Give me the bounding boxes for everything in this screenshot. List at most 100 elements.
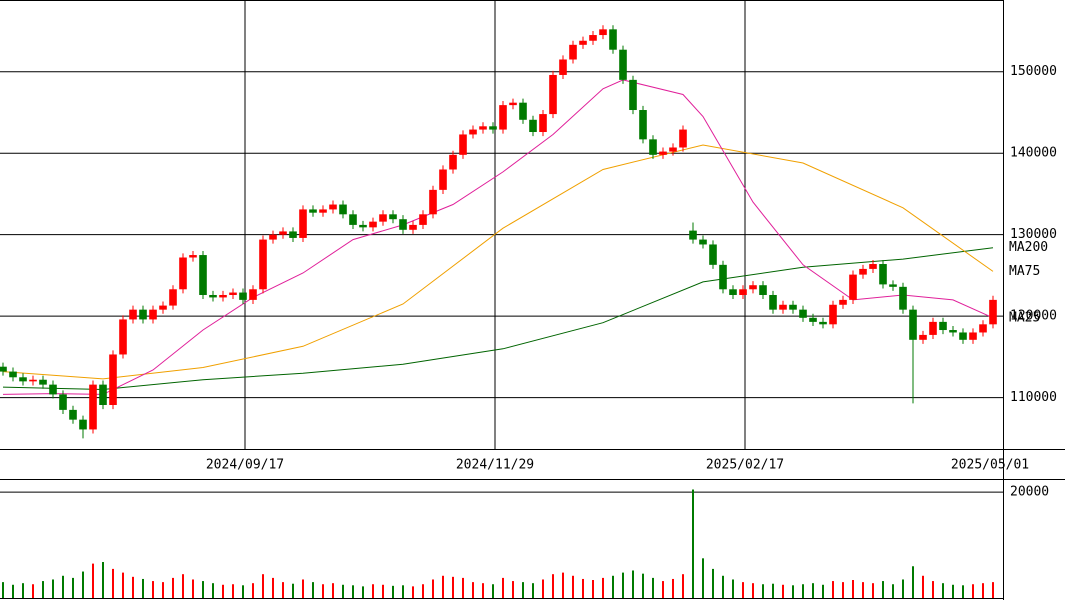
candle-body <box>119 319 127 355</box>
volume-bar <box>702 558 704 598</box>
volume-bar <box>812 583 814 598</box>
candle-body <box>959 332 967 340</box>
candle-body <box>829 304 837 325</box>
candle-body <box>789 304 797 310</box>
candle-body <box>279 231 287 235</box>
volume-bar <box>972 584 974 598</box>
volume-bar <box>372 584 374 598</box>
legend-label: MA75 <box>1009 264 1040 279</box>
volume-bar <box>542 579 544 598</box>
volume-bar <box>402 585 404 598</box>
volume-bar <box>962 585 964 598</box>
candle-body <box>369 221 377 228</box>
y-tick-label: 140000 <box>1010 146 1057 161</box>
volume-bar <box>582 578 584 598</box>
candle-body <box>819 321 827 325</box>
volume-bar <box>362 586 364 598</box>
volume-bar <box>472 582 474 598</box>
volume-bar <box>902 579 904 598</box>
volume-bar <box>862 582 864 598</box>
volume-bar <box>262 574 264 598</box>
volume-bar <box>622 572 624 598</box>
candle-body <box>209 294 217 298</box>
candle-body <box>489 126 497 130</box>
volume-bar <box>632 570 634 598</box>
volume-bar <box>732 579 734 598</box>
candle-body <box>319 209 327 213</box>
volume-bar <box>242 585 244 598</box>
candle-body <box>429 189 437 215</box>
candle-body <box>599 29 607 36</box>
volume-bar <box>152 581 154 598</box>
candle-body <box>139 309 147 320</box>
candle-body <box>799 309 807 318</box>
volume-bar <box>282 582 284 598</box>
volume-bar <box>722 575 724 598</box>
candle-body <box>569 44 577 60</box>
candle-body <box>29 379 37 382</box>
volume-bar <box>992 582 994 598</box>
volume-bar <box>82 571 84 598</box>
volume-bar <box>662 581 664 598</box>
volume-bar <box>432 579 434 598</box>
candle-body <box>329 204 337 210</box>
volume-bar <box>642 573 644 598</box>
volume-bar <box>482 583 484 598</box>
candle-body <box>909 309 917 340</box>
candle-body <box>99 384 107 405</box>
volume-bar <box>772 583 774 598</box>
volume-bar <box>42 581 44 598</box>
volume-bar <box>942 583 944 598</box>
x-tick-label: 2025/05/01 <box>951 458 1029 473</box>
candle-body <box>479 126 487 130</box>
volume-bar <box>792 585 794 598</box>
candle-body <box>389 214 397 220</box>
candle-body <box>689 230 697 240</box>
volume-bar <box>802 584 804 598</box>
candle-body <box>189 255 197 258</box>
candle-body <box>379 214 387 222</box>
volume-bar <box>22 583 24 598</box>
volume-bar <box>512 581 514 598</box>
candle-body <box>219 294 227 298</box>
candle-body <box>419 214 427 225</box>
candle-body <box>639 110 647 140</box>
moving-average-line <box>2 79 994 395</box>
candle-body <box>539 114 547 133</box>
volume-bar <box>162 582 164 598</box>
candle-body <box>949 330 957 333</box>
volume-bar <box>382 584 384 598</box>
candle-body <box>289 231 297 238</box>
volume-bar <box>612 575 614 598</box>
volume-bar <box>742 582 744 598</box>
candle-body <box>129 309 137 320</box>
candle-body <box>449 154 457 170</box>
volume-bar <box>12 584 14 598</box>
legend-label: MA25 <box>1009 310 1040 325</box>
candle-body <box>699 239 707 245</box>
volume-bar <box>322 584 324 598</box>
candle-body <box>669 147 677 152</box>
candle-body <box>19 377 27 382</box>
volume-bar <box>272 577 274 598</box>
candle-body <box>79 419 87 430</box>
candle-body <box>629 79 637 111</box>
volume-bar <box>52 579 54 598</box>
candle-body <box>459 134 467 155</box>
candle-body <box>719 264 727 290</box>
candle-body <box>609 29 617 50</box>
volume-bar <box>422 584 424 598</box>
volume-bar <box>132 576 134 598</box>
candle-body <box>889 284 897 287</box>
volume-bar <box>222 584 224 598</box>
candle-body <box>979 324 987 333</box>
candle-body <box>519 102 527 120</box>
volume-bar <box>572 575 574 598</box>
candle-body <box>849 274 857 300</box>
candle-body <box>9 371 17 378</box>
volume-bar <box>822 584 824 598</box>
volume-bar <box>982 583 984 598</box>
volume-bar <box>172 577 174 598</box>
